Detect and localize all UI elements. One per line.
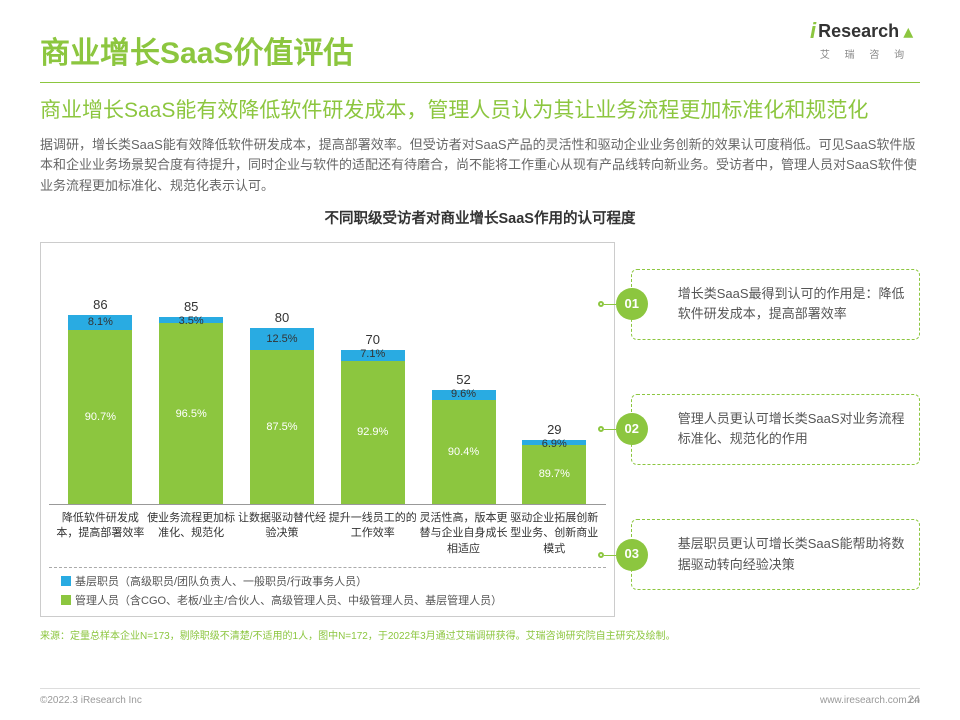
- bar-group: 85 3.5%96.5%: [147, 299, 235, 504]
- callout-text: 增长类SaaS最得到认可的作用是：降低软件研发成本，提高部署效率: [678, 286, 905, 322]
- bar-stack: 6.9%89.7%: [522, 440, 586, 504]
- bar-stack: 7.1%92.9%: [341, 350, 405, 504]
- callout-card: 01增长类SaaS最得到认可的作用是：降低软件研发成本，提高部署效率: [631, 269, 920, 341]
- bar-group: 52 9.6%90.4%: [420, 372, 508, 504]
- callout-badge: 03: [616, 539, 648, 571]
- chart-title: 不同职级受访者对商业增长SaaS作用的认可程度: [40, 207, 920, 228]
- callout-connector: [604, 304, 616, 305]
- bar-seg-top: 9.6%: [432, 390, 496, 401]
- bar-seg-top: 8.1%: [68, 315, 132, 330]
- category-label: 灵活性高，版本更替与企业自身成长相适应: [420, 511, 508, 557]
- bar-seg-top: 7.1%: [341, 350, 405, 361]
- callout-card: 03基层职员更认可增长类SaaS能帮助将数据驱动转向经验决策: [631, 519, 920, 591]
- title-underline: [40, 82, 920, 83]
- callout-text: 基层职员更认可增长类SaaS能帮助将数据驱动转向经验决策: [678, 536, 905, 572]
- bar-total-label: 29: [547, 422, 561, 437]
- logo-i: i: [810, 18, 816, 44]
- bar-seg-top: 12.5%: [250, 328, 314, 350]
- footer-url: www.iresearch.com.cn: [820, 695, 920, 706]
- bar-seg-top: 3.5%: [159, 317, 223, 324]
- logo-brand: Research: [818, 21, 899, 42]
- bar-stack: 12.5%87.5%: [250, 328, 314, 504]
- callout-connector: [604, 429, 616, 430]
- chart-container: 86 8.1%90.7% 85 3.5%96.5% 80 12.5%87.5% 70 7.1%…: [40, 242, 615, 617]
- page-description: 据调研，增长类SaaS能有效降低软件研发成本，提高部署效率。但受访者对SaaS产…: [40, 135, 920, 197]
- callouts-panel: 01增长类SaaS最得到认可的作用是：降低软件研发成本，提高部署效率 02管理人员…: [631, 242, 920, 617]
- callout-badge: 01: [616, 288, 648, 320]
- category-label: 降低软件研发成本，提高部署效率: [56, 511, 144, 557]
- bar-seg-top: 6.9%: [522, 440, 586, 444]
- legend-label-top: 基层职员（高级职员/团队负责人、一般职员/行政事务人员）: [75, 573, 367, 589]
- footer: ©2022.3 iResearch Inc www.iresearch.com.…: [40, 688, 920, 706]
- logo-subtitle: 艾 瑞 咨 询: [810, 46, 920, 61]
- bar-seg-bot: 90.7%: [68, 330, 132, 504]
- callout-connector: [604, 555, 616, 556]
- bar-stack: 3.5%96.5%: [159, 317, 223, 504]
- footer-copyright: ©2022.3 iResearch Inc: [40, 695, 142, 706]
- bar-group: 70 7.1%92.9%: [329, 332, 417, 504]
- legend-swatch-top: [61, 576, 71, 586]
- callout-text: 管理人员更认可增长类SaaS对业务流程标准化、规范化的作用: [678, 411, 905, 447]
- bar-group: 80 12.5%87.5%: [238, 310, 326, 504]
- bar-seg-bot: 89.7%: [522, 445, 586, 504]
- bar-total-label: 52: [456, 372, 470, 387]
- bars-area: 86 8.1%90.7% 85 3.5%96.5% 80 12.5%87.5% 70 7.1%…: [49, 255, 606, 505]
- category-label: 让数据驱动替代经验决策: [238, 511, 326, 557]
- bar-stack: 8.1%90.7%: [68, 315, 132, 504]
- bar-group: 29 6.9%89.7%: [510, 422, 598, 504]
- bar-total-label: 85: [184, 299, 198, 314]
- callout-badge: 02: [616, 413, 648, 445]
- category-label: 提升一线员工的的工作效率: [329, 511, 417, 557]
- bar-seg-bot: 90.4%: [432, 400, 496, 503]
- bar-total-label: 80: [275, 310, 289, 325]
- bar-total-label: 86: [93, 297, 107, 312]
- logo-arrow-icon: ▴: [903, 19, 913, 44]
- bar-seg-bot: 87.5%: [250, 350, 314, 504]
- bar-group: 86 8.1%90.7%: [56, 297, 144, 504]
- bar-seg-bot: 96.5%: [159, 323, 223, 503]
- logo: i Research ▴ 艾 瑞 咨 询: [810, 18, 920, 61]
- source-note: 来源：定量总样本企业N=173，剔除职级不清楚/不适用的1人，图中N=172，于…: [40, 627, 920, 642]
- legend-item-bot: 管理人员（含CGO、老板/业主/合伙人、高级管理人员、中级管理人员、基层管理人员…: [61, 592, 606, 608]
- bar-seg-bot: 92.9%: [341, 361, 405, 504]
- category-row: 降低软件研发成本，提高部署效率使业务流程更加标准化、规范化让数据驱动替代经验决策…: [49, 505, 606, 567]
- category-label: 使业务流程更加标准化、规范化: [147, 511, 235, 557]
- chart-legend: 基层职员（高级职员/团队负责人、一般职员/行政事务人员） 管理人员（含CGO、老…: [49, 567, 606, 608]
- category-label: 驱动企业拓展创新型业务、创新商业模式: [510, 511, 598, 557]
- legend-swatch-bot: [61, 595, 71, 605]
- page-title: 商业增长SaaS价值评估: [40, 28, 920, 72]
- bar-total-label: 70: [366, 332, 380, 347]
- page-subtitle: 商业增长SaaS能有效降低软件研发成本，管理人员认为其让业务流程更加标准化和规范…: [40, 95, 920, 127]
- page-number: 24: [908, 694, 920, 706]
- legend-item-top: 基层职员（高级职员/团队负责人、一般职员/行政事务人员）: [61, 573, 606, 589]
- callout-card: 02管理人员更认可增长类SaaS对业务流程标准化、规范化的作用: [631, 394, 920, 466]
- legend-label-bot: 管理人员（含CGO、老板/业主/合伙人、高级管理人员、中级管理人员、基层管理人员…: [75, 592, 502, 608]
- bar-stack: 9.6%90.4%: [432, 390, 496, 504]
